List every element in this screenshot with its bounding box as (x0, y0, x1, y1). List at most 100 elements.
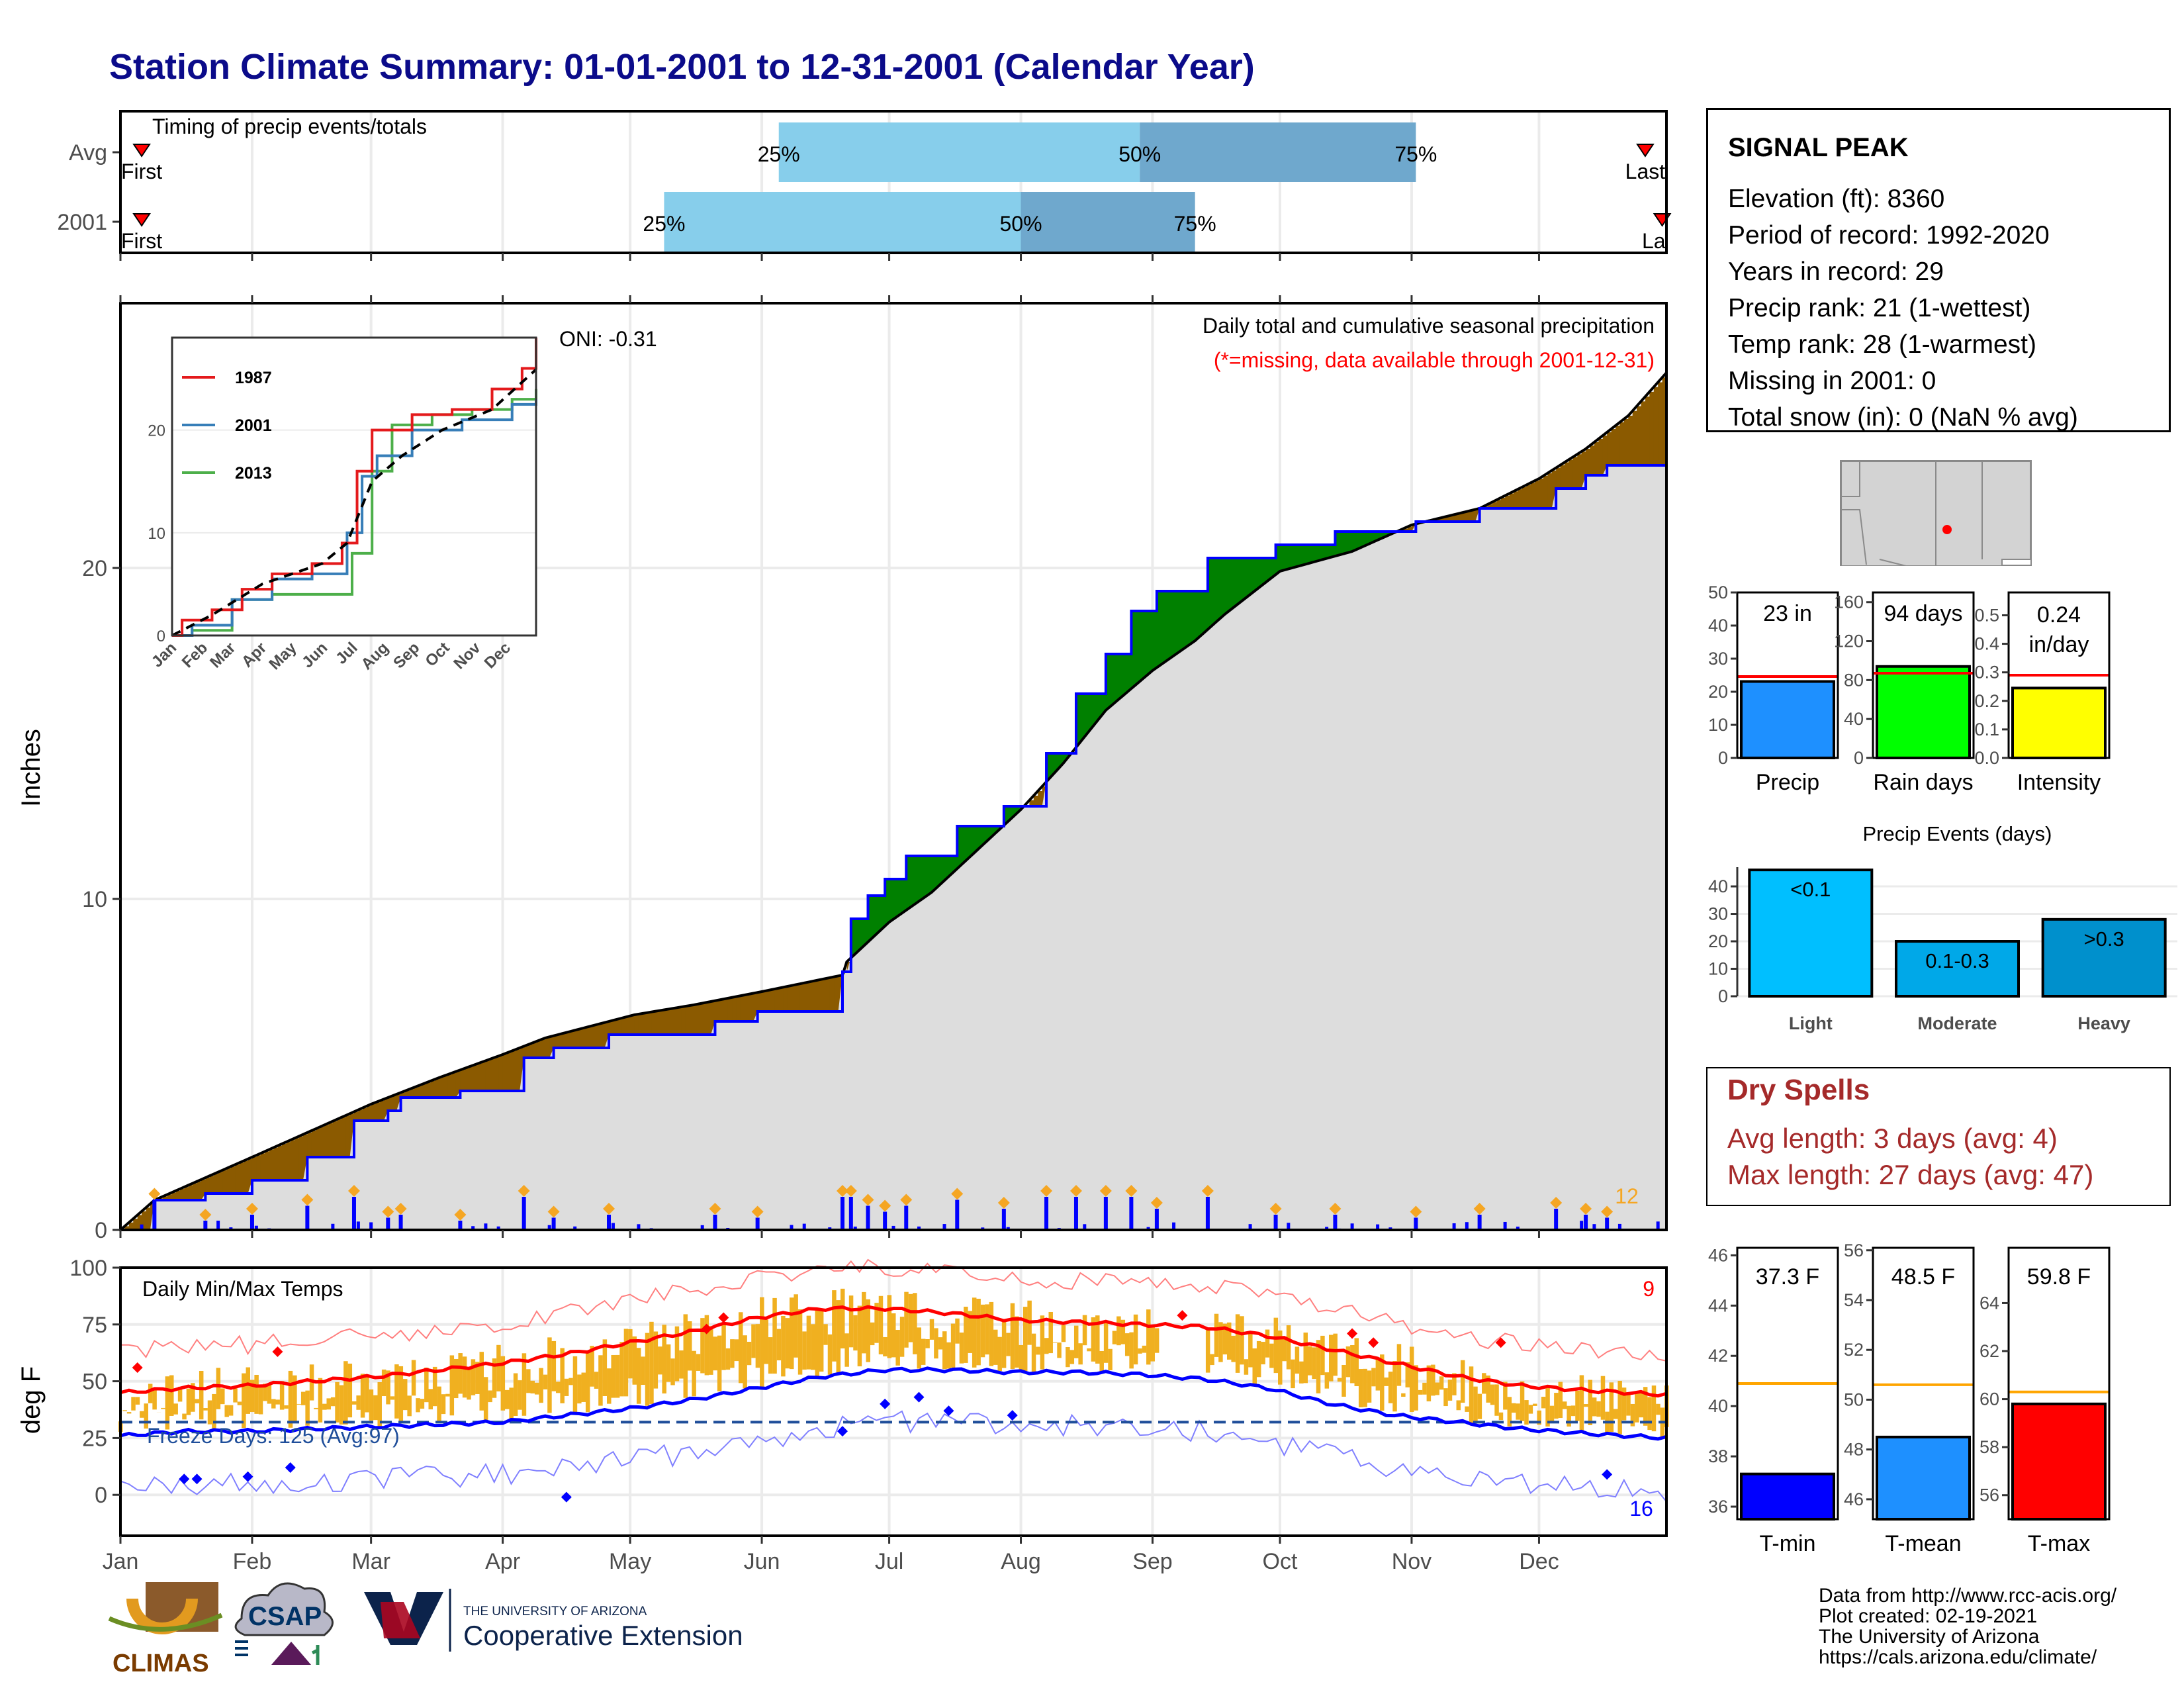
heavy-event-marker (997, 1197, 1010, 1209)
daily-temp-bar (704, 1315, 709, 1376)
anomaly-area (952, 856, 958, 873)
anomaly-area (1114, 654, 1119, 704)
daily-temp-bar (602, 1339, 608, 1396)
anomaly-area (770, 990, 775, 1011)
daily-temp-bar (1231, 1335, 1236, 1362)
anomaly-area (796, 984, 801, 1011)
anomaly-area (1284, 545, 1289, 571)
daily-temp-bar (1469, 1366, 1474, 1423)
anomaly-area (1080, 694, 1085, 742)
anomaly-area (1581, 451, 1586, 489)
tmean-tick-label: 50 (1844, 1389, 1864, 1409)
daily-temp-bar (432, 1366, 437, 1407)
daily-temp-bar (1617, 1380, 1622, 1434)
daily-temp-bar (271, 1399, 276, 1409)
daily-temp-bar (250, 1380, 255, 1413)
daily-temp-bar (874, 1303, 879, 1343)
anomaly-area (1377, 532, 1383, 540)
anomaly-area (418, 1086, 423, 1098)
daily-temp-bar (743, 1335, 747, 1389)
inset-x-tick-label: Oct (422, 639, 453, 670)
timing-bar-25-50 (778, 122, 1140, 182)
anomaly-area (1046, 753, 1052, 782)
anomaly-area (1632, 410, 1637, 465)
daily-temp-bar (526, 1369, 531, 1393)
anomaly-area (1623, 419, 1629, 465)
anomaly-area (872, 896, 877, 938)
anomaly-area (1135, 611, 1140, 685)
record-low-marker (285, 1462, 296, 1474)
record-low-marker (561, 1491, 572, 1503)
daily-temp-bar (513, 1373, 518, 1417)
anomaly-area (404, 1091, 410, 1098)
daily-temp-bar (1006, 1333, 1011, 1356)
record-min-line (120, 1410, 1667, 1503)
anomaly-area (1522, 487, 1527, 508)
inset-line-2001 (172, 399, 537, 637)
timing-bar-25-50 (664, 192, 1021, 252)
daily-temp-bar (453, 1358, 459, 1399)
daily-precip-bar (637, 1224, 641, 1230)
daily-precip-bar (551, 1217, 556, 1230)
daily-temp-bar (483, 1377, 488, 1421)
anomaly-area (910, 856, 915, 908)
tmin-xlabel: T-min (1760, 1531, 1816, 1556)
inset-background (172, 338, 536, 635)
daily-temp-bar (534, 1382, 539, 1395)
heavy-event-marker (1040, 1185, 1053, 1197)
anomaly-area (1611, 429, 1616, 465)
daily-temp-bar (632, 1336, 637, 1385)
daily-precip-bar (1044, 1197, 1049, 1230)
daily-precip-bar (1172, 1222, 1176, 1230)
daily-temp-bar (1146, 1309, 1151, 1365)
anomaly-area (1263, 558, 1268, 585)
daily-precip-bar (1592, 1224, 1596, 1230)
record-low-marker (880, 1398, 891, 1409)
anomaly-area (1619, 422, 1625, 465)
anomaly-area (1556, 467, 1561, 489)
anomaly-area (1598, 439, 1604, 475)
daily-precip-bar (1325, 1227, 1329, 1230)
anomaly-area (1050, 753, 1056, 777)
anomaly-area (128, 1222, 134, 1230)
daily-temp-bar (1265, 1329, 1270, 1358)
daily-temp-bar (1643, 1387, 1648, 1426)
daily-temp-bar (1516, 1403, 1520, 1420)
daily-precip-bar (398, 1215, 403, 1230)
daily-precip-bar (1154, 1209, 1159, 1230)
daily-temp-bar (220, 1388, 225, 1405)
daily-temp-bar (407, 1395, 412, 1417)
anomaly-area (1467, 511, 1472, 522)
daily-temp-bar (1129, 1332, 1134, 1369)
daily-temp-bar (760, 1297, 764, 1388)
heavy-event-marker (709, 1203, 721, 1215)
tmean-tick-label: 48 (1844, 1440, 1864, 1460)
anomaly-area (1403, 528, 1408, 532)
daily-temp-bar (1447, 1380, 1453, 1401)
anomaly-area (1275, 545, 1281, 575)
anomaly-area (532, 1043, 537, 1058)
inset-x-tick-label: Jul (332, 639, 361, 668)
heavy-event-marker (246, 1203, 258, 1215)
daily-temp-bar (1337, 1378, 1342, 1382)
daily-temp-bar (1558, 1382, 1563, 1419)
daily-precip-bar (1584, 1215, 1588, 1230)
daily-temp-bar (416, 1398, 420, 1413)
daily-temp-bar (293, 1375, 297, 1423)
y-tick-label: 0 (95, 1218, 107, 1243)
anomaly-area (991, 826, 996, 837)
temp-title: Daily Min/Max Temps (142, 1277, 343, 1301)
intensity-tick-label: 0.2 (1974, 691, 1999, 711)
daily-precip-bar (1333, 1215, 1338, 1230)
daily-precip-bar (1103, 1197, 1108, 1230)
anomaly-area (868, 896, 873, 942)
daily-temp-bar (1639, 1390, 1643, 1418)
daily-temp-bar (1456, 1400, 1461, 1411)
daily-temp-bar (747, 1341, 752, 1366)
daily-temp-bar (424, 1368, 429, 1403)
anomaly-area (948, 856, 954, 877)
daily-temp-bar (569, 1378, 573, 1385)
dry-spells-avg: Avg length: 3 days (avg: 4) (1727, 1123, 2058, 1154)
events-category-label: Moderate (1917, 1013, 1997, 1033)
anomaly-area (358, 1109, 363, 1121)
